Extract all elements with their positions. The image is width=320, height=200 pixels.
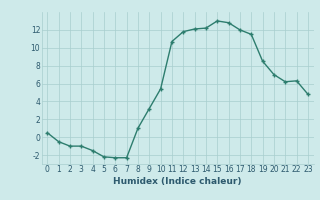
X-axis label: Humidex (Indice chaleur): Humidex (Indice chaleur) <box>113 177 242 186</box>
